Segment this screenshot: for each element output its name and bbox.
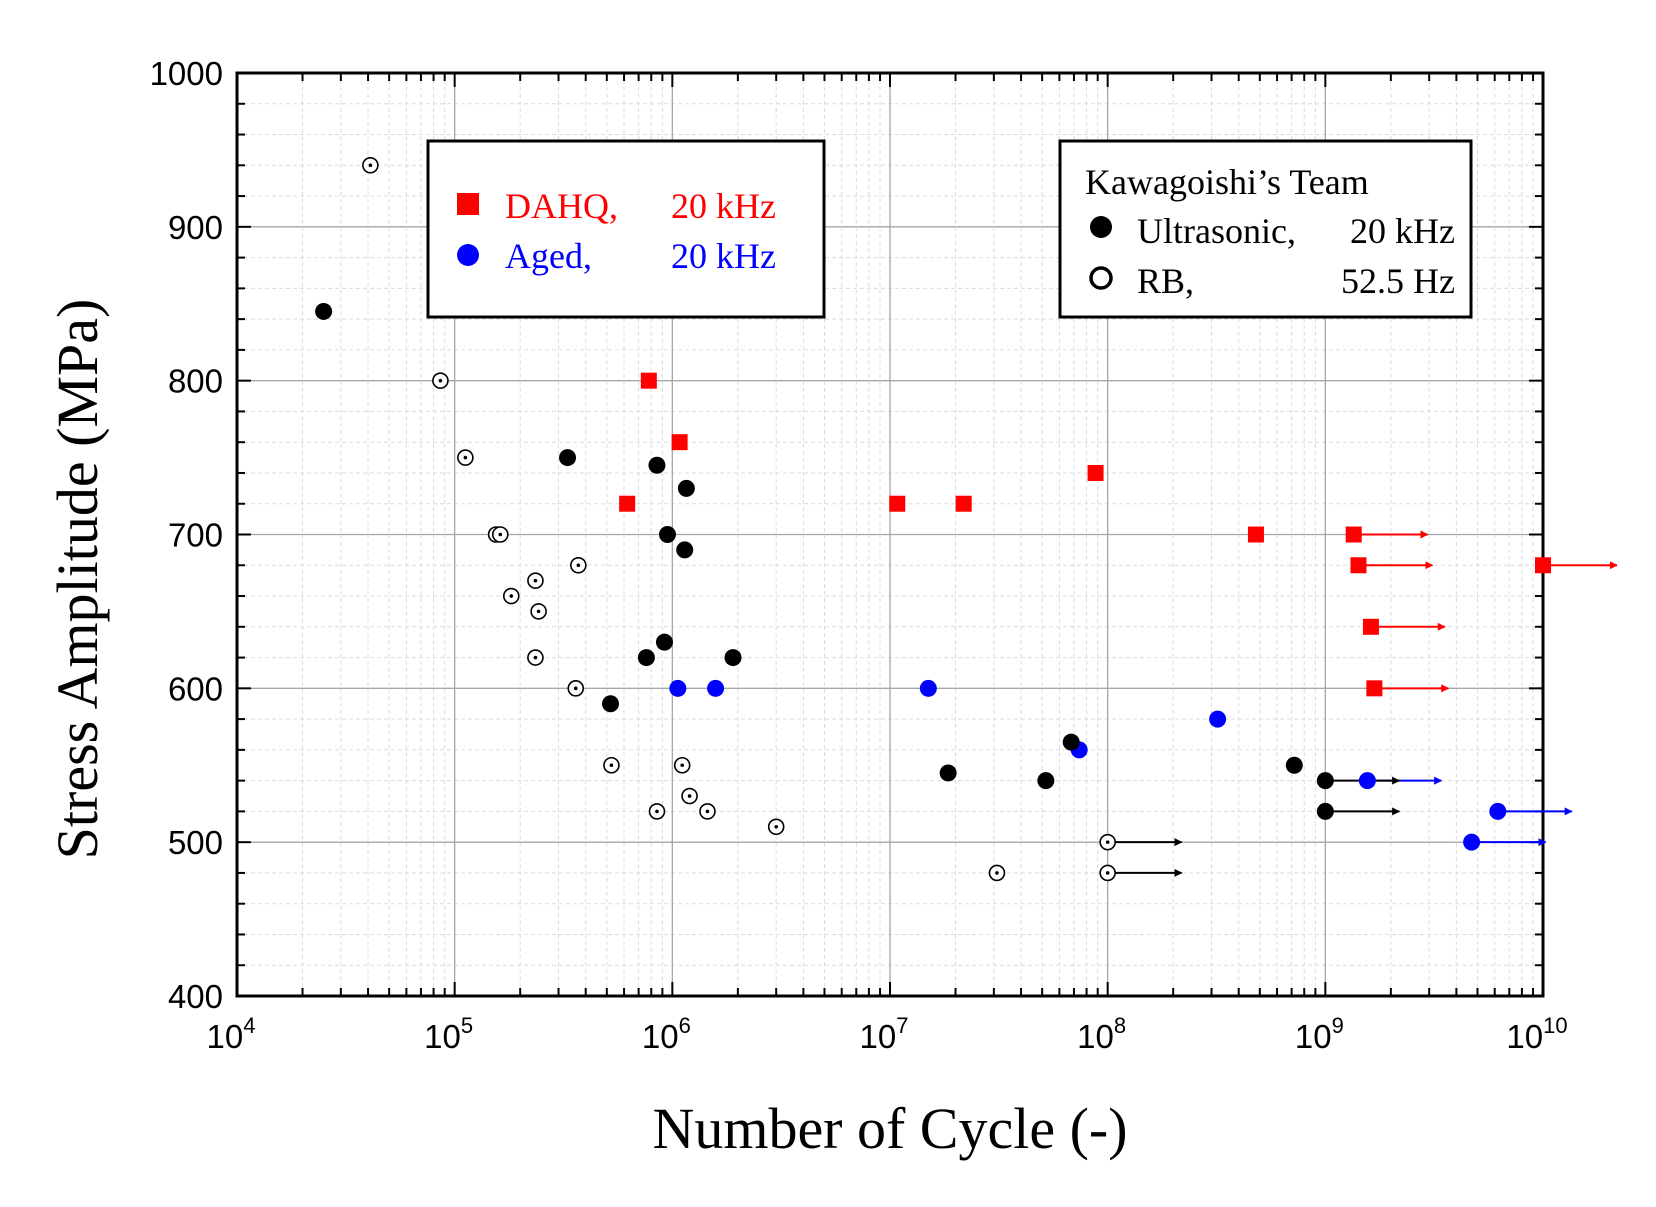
legend-dahq-freq: 20 kHz [671, 186, 776, 226]
ultrasonic-point [939, 764, 957, 782]
legend-ultrasonic-marker [1090, 216, 1112, 238]
legend-left-frame [426, 139, 826, 319]
dahq-point [1087, 464, 1104, 481]
x-tick-label: 1010 [1506, 1013, 1567, 1055]
dahq-point [640, 372, 657, 389]
ultrasonic-point [724, 649, 742, 667]
legend-rb-marker [1089, 266, 1113, 290]
ultrasonic-point [1037, 772, 1055, 790]
rb-point [530, 603, 547, 620]
rb-point [567, 680, 585, 697]
legend-rb-freq: 52.5 Hz [1341, 261, 1455, 301]
ultrasonic-point [1316, 772, 1334, 790]
rb-point [681, 787, 698, 805]
y-tick-label: 900 [168, 209, 223, 246]
dahq-point [1535, 557, 1551, 574]
legend-dahq-label: DAHQ, [505, 186, 618, 226]
ultrasonic-point [1285, 756, 1303, 774]
aged-point [1489, 802, 1507, 820]
y-tick-label: 600 [168, 670, 223, 707]
ultrasonic-point [1062, 733, 1080, 751]
x-tick-label: 106 [642, 1013, 691, 1055]
ultrasonic-point [677, 479, 695, 497]
rb-point [673, 756, 691, 774]
rb-point [502, 587, 520, 605]
aged-point [669, 679, 687, 697]
dahq-point [1345, 526, 1362, 543]
aged-point [707, 679, 725, 697]
dahq-point [671, 434, 688, 451]
rb-point [603, 756, 620, 774]
y-tick-label: 500 [168, 824, 223, 861]
rb-point [767, 818, 785, 836]
rb-point [648, 803, 666, 820]
plot-frame [235, 71, 1545, 998]
y-tick-label: 400 [168, 978, 223, 1015]
aged-point [1209, 710, 1227, 728]
ultrasonic-point [637, 649, 655, 667]
dahq-point [1362, 618, 1379, 635]
aged-point [1463, 833, 1481, 851]
legend-rb-label: RB, [1137, 261, 1194, 301]
rb-point [1099, 833, 1116, 851]
ultrasonic-point [602, 695, 620, 713]
legend-aged-label: Aged, [505, 236, 592, 276]
tick-labels: 400 500 600 700 800 900 1000 104 105 106 107 108 109… [150, 55, 1568, 1055]
ultrasonic-point [315, 302, 333, 320]
legend-right-title: Kawagoishi’s Team [1085, 162, 1369, 202]
dahq-point [1366, 680, 1383, 697]
rb-point [527, 572, 544, 589]
dahq-point [1247, 526, 1264, 543]
ultrasonic-point [655, 633, 673, 651]
dahq-point [889, 495, 906, 512]
ultrasonic-point [676, 541, 694, 559]
y-tick-label: 800 [168, 363, 223, 400]
rb-point [362, 157, 379, 174]
rb-point [457, 449, 474, 466]
data-points [315, 157, 1551, 882]
x-axis-title: Number of Cycle (-) [652, 1096, 1127, 1161]
rb-point [432, 372, 449, 389]
rb-point [527, 649, 544, 666]
legend-ultrasonic-label: Ultrasonic, [1137, 211, 1296, 251]
x-tick-label: 108 [1077, 1013, 1126, 1055]
ultrasonic-point [658, 526, 676, 543]
rb-point [570, 556, 587, 574]
x-tick-label: 109 [1295, 1013, 1344, 1055]
dahq-point [955, 495, 972, 512]
y-tick-label: 1000 [150, 55, 223, 92]
legend-right: Kawagoishi’s Team Ultrasonic, 20 kHz RB,… [1058, 139, 1473, 319]
rb-point [699, 803, 716, 820]
legend-left: DAHQ, 20 kHz Aged, 20 kHz [426, 139, 826, 319]
legend-aged-freq: 20 kHz [671, 236, 776, 276]
ultrasonic-point [1316, 802, 1334, 820]
legend-right-frame [1058, 139, 1473, 319]
x-tick-label: 107 [860, 1013, 909, 1055]
y-axis-title: Stress Amplitude (MPa) [45, 299, 110, 860]
rb-point [988, 864, 1006, 882]
legend-dahq-marker [457, 193, 479, 215]
legend-aged-marker [457, 244, 479, 266]
x-tick-label: 104 [207, 1013, 256, 1055]
dahq-point [1350, 557, 1367, 574]
x-tick-label: 105 [424, 1013, 473, 1055]
ultrasonic-point [648, 456, 666, 474]
rb-point [1099, 864, 1116, 882]
runout-arrows [1107, 530, 1618, 877]
ultrasonic-point [559, 449, 577, 467]
legend-ultrasonic-freq: 20 kHz [1350, 211, 1455, 251]
dahq-point [619, 495, 636, 512]
rb-point [491, 526, 509, 543]
aged-point [919, 679, 937, 697]
aged-point [1358, 772, 1376, 790]
y-tick-label: 700 [168, 517, 223, 554]
